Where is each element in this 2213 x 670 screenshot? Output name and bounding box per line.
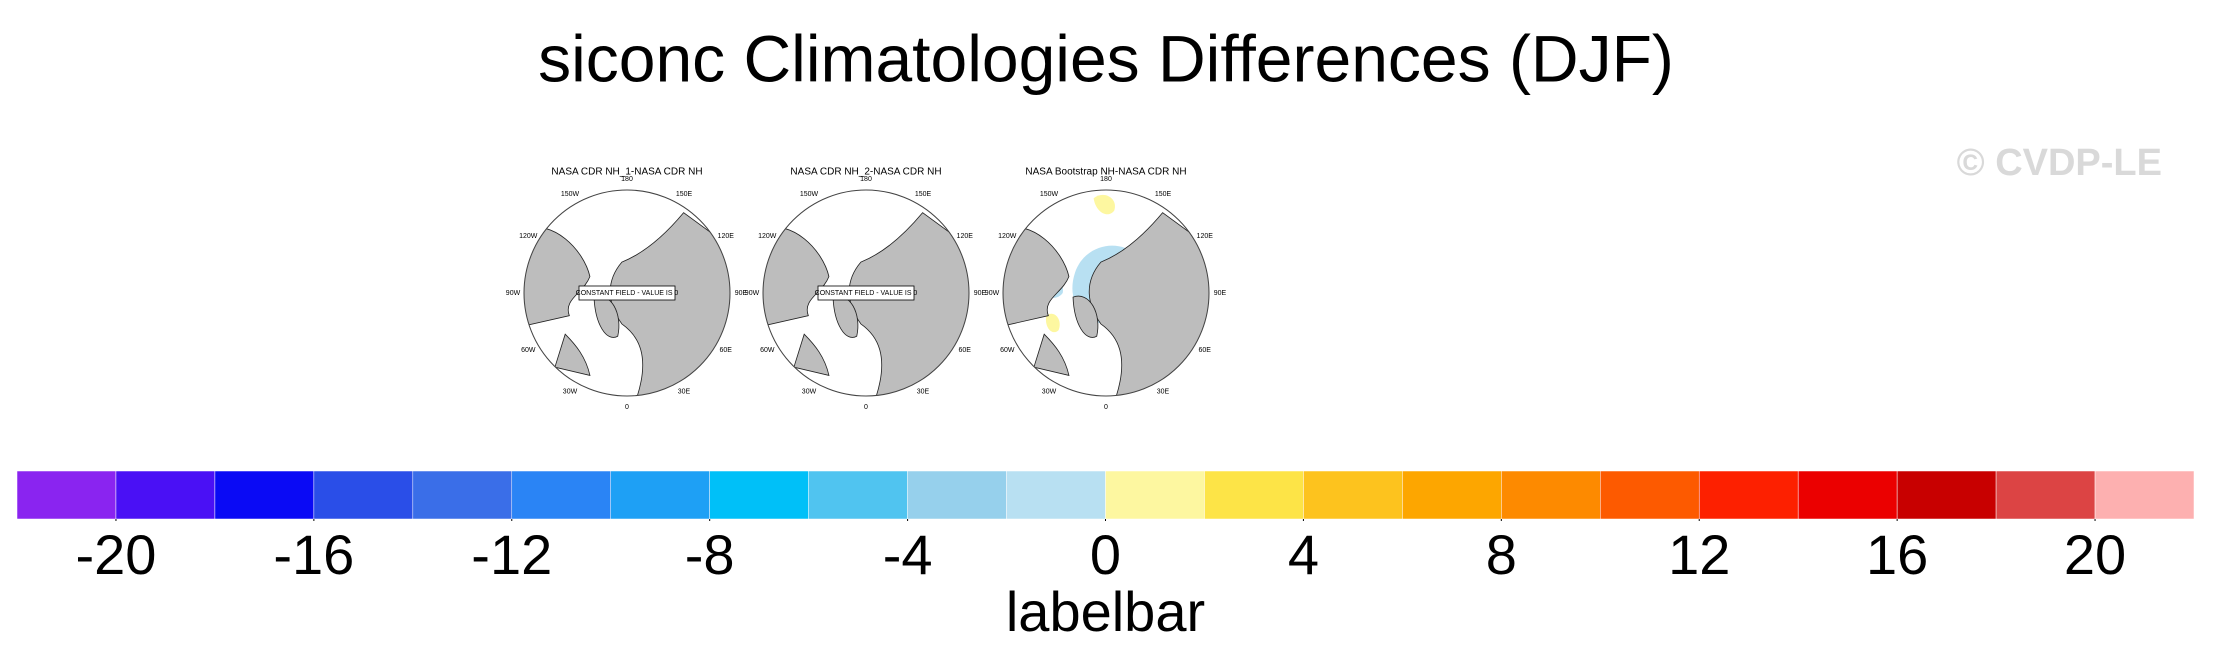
colorbar-box <box>1303 470 1403 520</box>
colorbar-tick-label: 0 <box>1090 523 1121 586</box>
longitude-label: 180 <box>860 176 872 183</box>
longitude-label: 60E <box>719 347 732 354</box>
colorbar-box <box>2094 470 2195 520</box>
colorbar-box <box>16 470 117 520</box>
longitude-label: 60W <box>1000 347 1015 354</box>
longitude-label: 90E <box>1214 290 1227 297</box>
annotation: CONSTANT FIELD - VALUE IS 0 <box>815 290 918 297</box>
annotation-box <box>817 285 915 301</box>
colorbar-box <box>1501 470 1601 520</box>
longitude-label: 150W <box>561 191 580 198</box>
longitude-label: 90W <box>745 290 760 297</box>
colorbar-box <box>1105 470 1205 520</box>
longitude-label: 120W <box>519 233 538 240</box>
colorbar-box <box>1006 470 1106 520</box>
longitude-label: 120W <box>758 233 777 240</box>
longitude-label: 90W <box>985 290 1000 297</box>
ice-difference <box>1093 194 1115 215</box>
colorbar-tick-label: -12 <box>471 523 552 586</box>
longitude-label: 30E <box>678 389 691 396</box>
colorbar-label: labelbar <box>1006 580 1205 643</box>
longitude-label: 30E <box>917 389 930 396</box>
longitude-label: 90E <box>735 290 748 297</box>
colorbar-tick-label: 8 <box>1486 523 1517 586</box>
colorbar-tick-label: -20 <box>75 523 156 586</box>
colorbar-box <box>1402 470 1502 520</box>
colorbar-box <box>1600 470 1700 520</box>
colorbar-tick-label: 16 <box>1866 523 1928 586</box>
longitude-label: 90W <box>506 290 521 297</box>
colorbar-box <box>1698 470 1799 520</box>
longitude-label: 150E <box>1155 191 1172 198</box>
map-border <box>762 189 970 397</box>
annotation-box <box>578 285 676 301</box>
longitude-label: 180 <box>1100 176 1112 183</box>
colorbar-tick-label: -16 <box>273 523 354 586</box>
longitude-label: 0 <box>625 404 629 411</box>
colorbar-tick-label: 4 <box>1288 523 1319 586</box>
colorbar-box <box>1204 470 1304 520</box>
colorbar-tick-label: 12 <box>1668 523 1730 586</box>
longitude-label: 150W <box>1040 191 1059 198</box>
colorbar-tick-label: 20 <box>2064 523 2126 586</box>
colorbar-box <box>1797 470 1898 520</box>
colorbar-box <box>610 470 710 520</box>
colorbar-box <box>1896 470 1997 520</box>
colorbar-box <box>313 470 414 520</box>
longitude-label: 0 <box>864 404 868 411</box>
colorbar-box <box>907 470 1007 520</box>
panel-title: NASA CDR NH_1-NASA CDR NH <box>551 167 702 178</box>
map <box>1002 189 1210 397</box>
longitude-label: 60W <box>521 347 536 354</box>
map-body <box>1003 190 1209 396</box>
title: siconc Climatologies Differences (DJF) <box>538 21 1674 95</box>
longitude-label: 150W <box>800 191 819 198</box>
colorbar-tick-label: -8 <box>685 523 735 586</box>
longitude-label: 120E <box>1197 233 1214 240</box>
longitude-label: 150E <box>676 191 693 198</box>
longitude-label: 30W <box>1042 389 1057 396</box>
map-border <box>523 189 731 397</box>
colorbar-box <box>412 470 513 520</box>
colorbar-box <box>709 470 809 520</box>
longitude-label: 60E <box>958 347 971 354</box>
longitude-label: 0 <box>1104 404 1108 411</box>
longitude-label: 60E <box>1198 347 1211 354</box>
colorbar-tick-label: -4 <box>883 523 933 586</box>
colorbar-box <box>511 470 611 520</box>
colorbar-box <box>214 470 315 520</box>
longitude-label: 60W <box>760 347 775 354</box>
watermark: © CVDP-LE <box>1957 142 2162 184</box>
ice-difference <box>1045 313 1060 333</box>
colorbar-box <box>1995 470 2096 520</box>
panel-title: NASA CDR NH_2-NASA CDR NH <box>790 167 941 178</box>
longitude-label: 180 <box>621 176 633 183</box>
colorbar-box <box>115 470 216 520</box>
longitude-label: 150E <box>915 191 932 198</box>
map-border <box>1002 189 1210 397</box>
longitude-label: 90E <box>974 290 987 297</box>
longitude-label: 120W <box>998 233 1017 240</box>
annotation: CONSTANT FIELD - VALUE IS 0 <box>576 290 679 297</box>
longitude-label: 30W <box>563 389 578 396</box>
panel-title: NASA Bootstrap NH-NASA CDR NH <box>1025 167 1186 178</box>
longitude-label: 30E <box>1157 389 1170 396</box>
longitude-label: 120E <box>957 233 974 240</box>
longitude-label: 30W <box>802 389 817 396</box>
colorbar-box <box>808 470 908 520</box>
longitude-label: 120E <box>718 233 735 240</box>
